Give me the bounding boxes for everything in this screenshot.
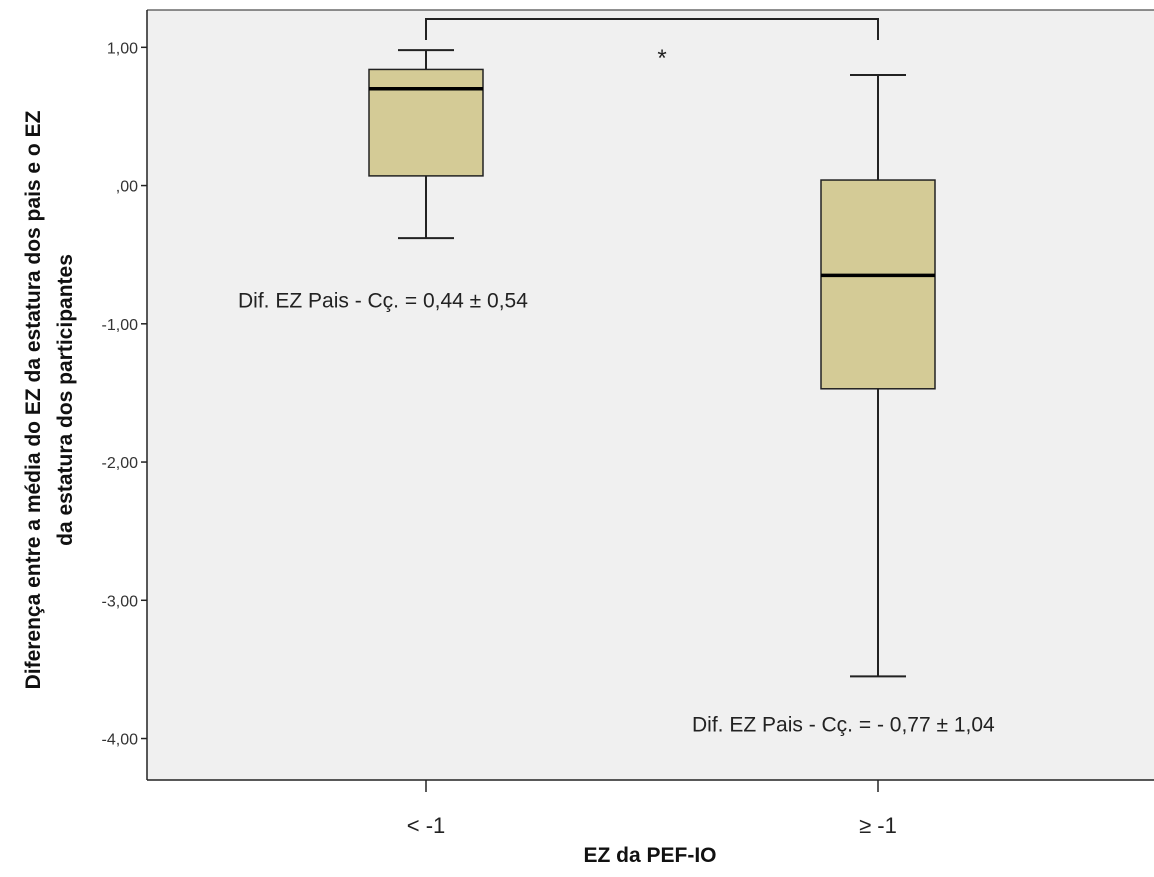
plot-area: 1,00 ,00 -1,00 -2,00 -3,00 -4,00 < -1 ≥ -1 * Dif.… (102, 9, 1154, 838)
box-group (368, 49, 484, 240)
x-tick-label: < -1 (407, 813, 446, 838)
box-iqr (820, 179, 936, 390)
plot-background (147, 10, 1154, 780)
y-axis-title: Diferença entre a média do EZ da estatur… (22, 110, 77, 689)
significance-bracket (425, 18, 879, 40)
x-tick-label: ≥ -1 (859, 813, 897, 838)
y-tick-label: ,00 (116, 179, 138, 196)
y-axis-title-line-1: Diferença entre a média do EZ da estatur… (22, 110, 45, 689)
y-tick-label: -2,00 (102, 455, 139, 472)
y-axis-title-line-2: da estatura dos participantes (54, 254, 77, 546)
box-iqr (368, 68, 484, 177)
stats-annotation: Dif. EZ Pais - Cç. = - 0,77 ± 1,04 (692, 714, 995, 737)
x-axis-title: EZ da PEF-IO (583, 844, 716, 867)
box-group (820, 73, 936, 678)
y-tick-label: -3,00 (102, 593, 139, 610)
y-tick-label: -1,00 (102, 317, 139, 334)
y-tick-label: -4,00 (102, 732, 139, 749)
stats-annotation: Dif. EZ Pais - Cç. = 0,44 ± 0,54 (238, 289, 528, 312)
significance-star: * (657, 45, 666, 72)
y-tick-label: 1,00 (107, 40, 138, 57)
